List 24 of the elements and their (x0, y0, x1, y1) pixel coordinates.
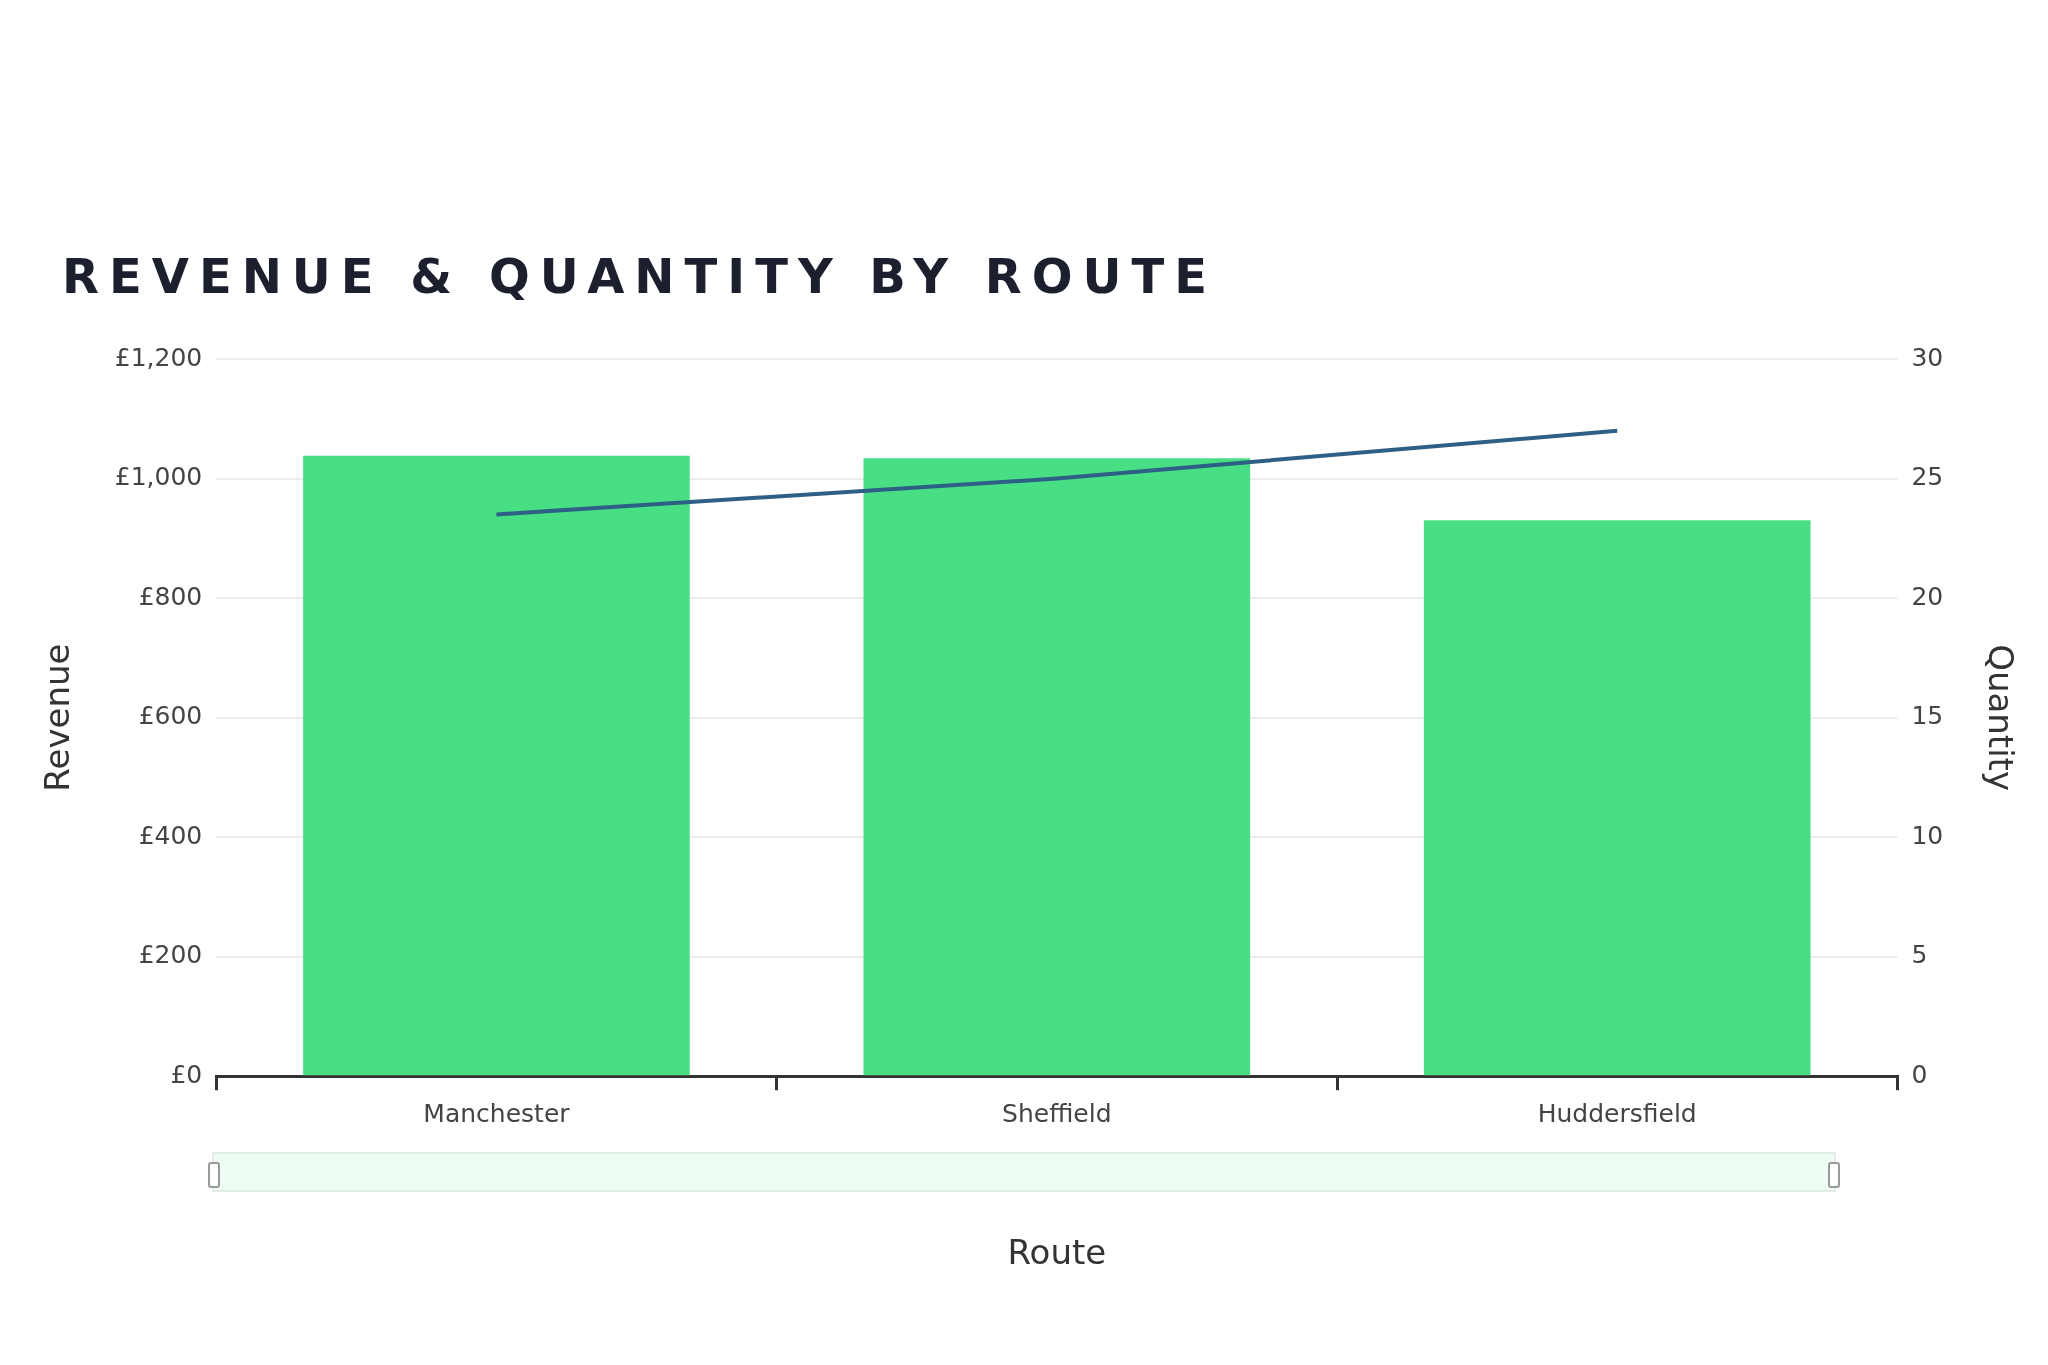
x-tick-label: Sheffield (1002, 1098, 1112, 1128)
y-tick-label: £200 (138, 940, 203, 970)
y-tick-label: £1,000 (114, 462, 203, 492)
x-axis-title: Route (1007, 1232, 1107, 1273)
y2-tick-label: 20 (1911, 581, 1944, 611)
x-tick-label: Huddersfield (1537, 1098, 1697, 1128)
bar (1423, 520, 1811, 1076)
chart-title: REVENUE & QUANTITY BY ROUTE (62, 248, 1218, 304)
y-tick-label: £800 (138, 581, 203, 611)
y-tick-label: £1,200 (114, 342, 203, 372)
y2-tick-label: 15 (1911, 701, 1944, 731)
y-tick-label: £600 (138, 701, 203, 731)
x-tick-label: Manchester (423, 1098, 571, 1128)
y2-tick-label: 10 (1911, 820, 1944, 850)
y2-tick-label: 0 (1911, 1059, 1928, 1089)
y2-tick-label: 5 (1911, 940, 1928, 970)
y-tick-label: £0 (170, 1059, 203, 1089)
y2-tick-label: 25 (1911, 462, 1944, 492)
bar (863, 458, 1251, 1076)
bar (303, 455, 690, 1076)
y-axis-title: Revenue (37, 643, 78, 792)
y-tick-label: £400 (138, 820, 203, 850)
y2-tick-label: 30 (1911, 342, 1944, 372)
y2-axis-title: Quantity (1980, 644, 2021, 792)
